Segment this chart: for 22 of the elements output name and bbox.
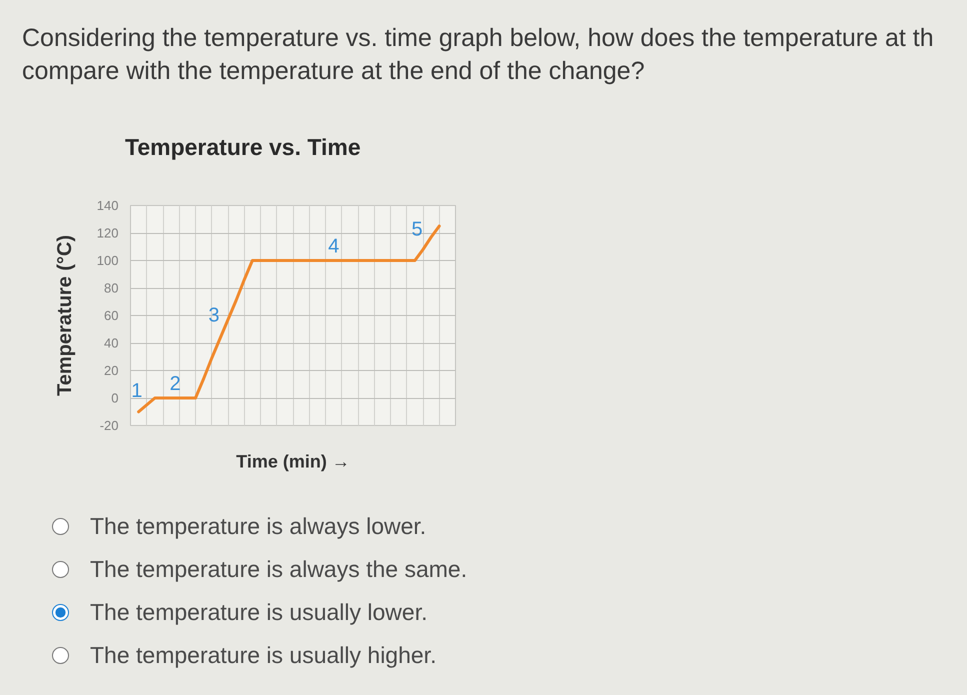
y-tick-label: 140: [96, 198, 119, 213]
y-tick-label: 60: [104, 308, 119, 323]
y-tick-label: -20: [100, 418, 119, 433]
y-tick-label: 100: [96, 253, 119, 268]
text: Considering the temperature vs. time graph below, how does the temperature at th compare with the temperature at the end of the change?: [21, 23, 934, 87]
text: The temperature is usually lower.: [89, 598, 428, 628]
y-tick-label: 80: [104, 280, 119, 296]
x-axis-title: Time (min) →: [236, 452, 350, 472]
text: The temperature is always lower.: [89, 512, 428, 542]
y-tick-label: 20: [104, 363, 119, 378]
y-axis-title: Temperature (°C): [54, 234, 76, 396]
annotation: 3: [208, 304, 220, 326]
text: The temperature is usually higher.: [89, 641, 438, 670]
y-tick-label: 120: [96, 226, 119, 240]
y-tick-label: 40: [104, 336, 119, 350]
annotation: 5: [412, 218, 423, 240]
annotation: 2: [170, 373, 181, 395]
text: The temperature is always the same.: [89, 555, 468, 584]
chart-title: Temperature vs. Time: [125, 134, 361, 160]
y-tick-label: 0: [111, 390, 119, 406]
annotation: 4: [328, 236, 340, 258]
annotation: 1: [131, 380, 142, 402]
